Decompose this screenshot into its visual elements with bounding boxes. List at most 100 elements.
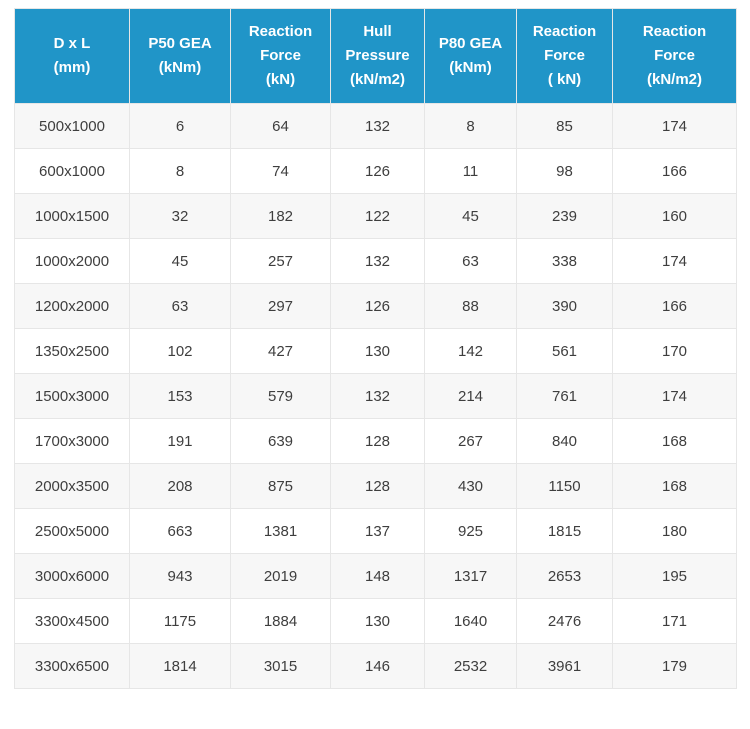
table-row: 2500x5000 663 1381 137 925 1815 180 xyxy=(14,508,737,554)
value-cell: 128 xyxy=(330,418,425,464)
value-cell: 561 xyxy=(516,328,613,374)
value-cell: 98 xyxy=(516,148,613,194)
value-cell: 137 xyxy=(330,508,425,554)
value-cell: 130 xyxy=(330,598,425,644)
value-cell: 430 xyxy=(424,463,517,509)
value-cell: 3015 xyxy=(230,643,331,689)
value-cell: 2532 xyxy=(424,643,517,689)
value-cell: 925 xyxy=(424,508,517,554)
value-cell: 182 xyxy=(230,193,331,239)
table-row: 1000x2000 45 257 132 63 338 174 xyxy=(14,238,737,284)
row-label-cell: 1700x3000 xyxy=(14,418,130,464)
value-cell: 63 xyxy=(129,283,231,329)
column-header-4: P80 GEA (kNm) xyxy=(424,8,517,104)
value-cell: 257 xyxy=(230,238,331,284)
value-cell: 579 xyxy=(230,373,331,419)
value-cell: 168 xyxy=(612,463,737,509)
value-cell: 174 xyxy=(612,238,737,284)
value-cell: 146 xyxy=(330,643,425,689)
value-cell: 130 xyxy=(330,328,425,374)
value-cell: 208 xyxy=(129,463,231,509)
table-row: 1700x3000 191 639 128 267 840 168 xyxy=(14,418,737,464)
value-cell: 142 xyxy=(424,328,517,374)
value-cell: 761 xyxy=(516,373,613,419)
value-cell: 102 xyxy=(129,328,231,374)
value-cell: 639 xyxy=(230,418,331,464)
value-cell: 166 xyxy=(612,283,737,329)
value-cell: 174 xyxy=(612,373,737,419)
value-cell: 1381 xyxy=(230,508,331,554)
value-cell: 875 xyxy=(230,463,331,509)
value-cell: 1884 xyxy=(230,598,331,644)
value-cell: 1815 xyxy=(516,508,613,554)
table-row: 3300x4500 1175 1884 130 1640 2476 171 xyxy=(14,598,737,644)
value-cell: 160 xyxy=(612,193,737,239)
value-cell: 663 xyxy=(129,508,231,554)
value-cell: 63 xyxy=(424,238,517,284)
column-header-6: Reaction Force (kN/m2) xyxy=(612,8,737,104)
value-cell: 45 xyxy=(424,193,517,239)
table-row: 1500x3000 153 579 132 214 761 174 xyxy=(14,373,737,419)
value-cell: 1175 xyxy=(129,598,231,644)
value-cell: 8 xyxy=(424,103,517,149)
column-header-0: D x L (mm) xyxy=(14,8,130,104)
table-body: 500x1000 6 64 132 8 85 174 600x1000 8 74 126 11 98 16… xyxy=(14,103,737,689)
table-row: 1350x2500 102 427 130 142 561 170 xyxy=(14,328,737,374)
value-cell: 943 xyxy=(129,553,231,599)
value-cell: 3961 xyxy=(516,643,613,689)
value-cell: 32 xyxy=(129,193,231,239)
row-label-cell: 2000x3500 xyxy=(14,463,130,509)
value-cell: 170 xyxy=(612,328,737,374)
value-cell: 195 xyxy=(612,553,737,599)
value-cell: 174 xyxy=(612,103,737,149)
value-cell: 1640 xyxy=(424,598,517,644)
value-cell: 1814 xyxy=(129,643,231,689)
value-cell: 85 xyxy=(516,103,613,149)
row-label-cell: 1500x3000 xyxy=(14,373,130,419)
value-cell: 132 xyxy=(330,238,425,284)
value-cell: 122 xyxy=(330,193,425,239)
value-cell: 297 xyxy=(230,283,331,329)
table-row: 3000x6000 943 2019 148 1317 2653 195 xyxy=(14,553,737,599)
value-cell: 168 xyxy=(612,418,737,464)
value-cell: 427 xyxy=(230,328,331,374)
value-cell: 132 xyxy=(330,373,425,419)
column-header-3: Hull Pressure (kN/m2) xyxy=(330,8,425,104)
value-cell: 88 xyxy=(424,283,517,329)
table-row: 1200x2000 63 297 126 88 390 166 xyxy=(14,283,737,329)
value-cell: 45 xyxy=(129,238,231,284)
value-cell: 74 xyxy=(230,148,331,194)
value-cell: 191 xyxy=(129,418,231,464)
value-cell: 148 xyxy=(330,553,425,599)
value-cell: 338 xyxy=(516,238,613,284)
row-label-cell: 1000x1500 xyxy=(14,193,130,239)
row-label-cell: 1200x2000 xyxy=(14,283,130,329)
value-cell: 840 xyxy=(516,418,613,464)
row-label-cell: 500x1000 xyxy=(14,103,130,149)
value-cell: 239 xyxy=(516,193,613,239)
value-cell: 1150 xyxy=(516,463,613,509)
row-label-cell: 600x1000 xyxy=(14,148,130,194)
value-cell: 126 xyxy=(330,283,425,329)
column-header-5: Reaction Force ( kN) xyxy=(516,8,613,104)
header-row: D x L (mm) P50 GEA (kNm) Reaction Force (k… xyxy=(14,8,737,104)
value-cell: 132 xyxy=(330,103,425,149)
value-cell: 179 xyxy=(612,643,737,689)
value-cell: 390 xyxy=(516,283,613,329)
value-cell: 2019 xyxy=(230,553,331,599)
row-label-cell: 3300x4500 xyxy=(14,598,130,644)
table-row: 3300x6500 1814 3015 146 2532 3961 179 xyxy=(14,643,737,689)
row-label-cell: 3300x6500 xyxy=(14,643,130,689)
value-cell: 128 xyxy=(330,463,425,509)
column-header-2: Reaction Force (kN) xyxy=(230,8,331,104)
row-label-cell: 1350x2500 xyxy=(14,328,130,374)
table-header: D x L (mm) P50 GEA (kNm) Reaction Force (k… xyxy=(14,8,737,104)
value-cell: 2653 xyxy=(516,553,613,599)
table-row: 600x1000 8 74 126 11 98 166 xyxy=(14,148,737,194)
value-cell: 8 xyxy=(129,148,231,194)
fender-performance-table: D x L (mm) P50 GEA (kNm) Reaction Force (k… xyxy=(14,8,737,689)
table-row: 2000x3500 208 875 128 430 1150 168 xyxy=(14,463,737,509)
value-cell: 214 xyxy=(424,373,517,419)
row-label-cell: 3000x6000 xyxy=(14,553,130,599)
value-cell: 171 xyxy=(612,598,737,644)
